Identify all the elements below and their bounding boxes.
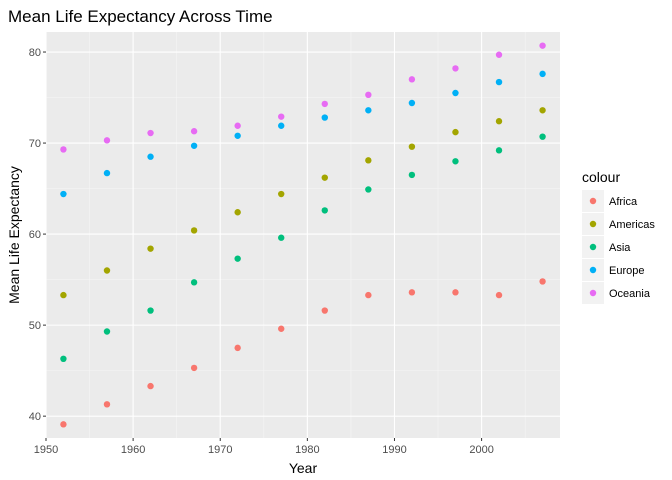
- y-axis-title: Mean Life Expectancy: [6, 166, 22, 304]
- point-americas: [103, 267, 111, 274]
- point-americas: [278, 190, 285, 198]
- point-europe: [408, 99, 416, 107]
- point-europe: [234, 132, 241, 139]
- point-americas: [539, 107, 546, 114]
- point-europe: [60, 190, 67, 198]
- point-africa: [234, 344, 241, 352]
- legend-label-asia: Asia: [609, 242, 631, 254]
- axis-layer: 1950 1960 1970 1980 1990 2000 40 50 60 70 80: [29, 47, 494, 456]
- point-asia: [452, 158, 459, 165]
- point-asia: [495, 147, 503, 154]
- legend-label-africa: Africa: [609, 196, 638, 208]
- legend-swatch-oceania: [589, 289, 597, 297]
- points-layer: [60, 42, 546, 428]
- point-oceania: [321, 100, 328, 108]
- point-africa: [452, 289, 459, 296]
- point-oceania: [103, 137, 111, 144]
- legend-title: colour: [582, 169, 620, 185]
- point-africa: [539, 278, 546, 285]
- x-tick-label: 2000: [469, 444, 493, 456]
- point-africa: [190, 364, 198, 372]
- point-americas: [147, 245, 154, 252]
- point-oceania: [278, 113, 285, 120]
- point-africa: [278, 325, 285, 332]
- point-oceania: [452, 65, 459, 72]
- point-asia: [278, 234, 285, 241]
- point-americas: [190, 227, 198, 234]
- point-oceania: [365, 91, 372, 99]
- point-europe: [495, 78, 503, 86]
- y-tick-label: 40: [29, 411, 41, 423]
- legend-label-oceania: Oceania: [609, 288, 651, 300]
- point-asia: [147, 307, 154, 314]
- point-americas: [365, 157, 372, 164]
- legend-label-europe: Europe: [609, 265, 644, 277]
- point-asia: [321, 207, 328, 214]
- point-africa: [365, 291, 372, 299]
- point-americas: [495, 118, 503, 125]
- point-oceania: [190, 128, 198, 135]
- x-tick-label: 1990: [382, 444, 406, 456]
- y-tick-label: 60: [29, 229, 41, 241]
- point-oceania: [408, 76, 416, 83]
- point-africa: [147, 382, 154, 390]
- point-asia: [190, 279, 198, 286]
- point-europe: [321, 114, 328, 121]
- point-asia: [103, 328, 111, 335]
- legend-swatch-americas: [589, 220, 597, 228]
- point-americas: [452, 128, 459, 136]
- y-tick-label: 70: [29, 138, 41, 150]
- point-africa: [60, 421, 67, 428]
- point-africa: [495, 291, 503, 299]
- point-oceania: [234, 122, 241, 129]
- point-europe: [452, 89, 459, 97]
- point-europe: [278, 122, 285, 129]
- legend-swatch-africa: [589, 197, 597, 205]
- point-americas: [234, 209, 241, 216]
- point-asia: [539, 133, 546, 140]
- x-tick-label: 1950: [34, 444, 58, 456]
- point-europe: [190, 142, 198, 149]
- point-europe: [147, 153, 154, 160]
- legend-swatch-asia: [589, 243, 597, 251]
- point-oceania: [495, 51, 503, 58]
- point-americas: [321, 174, 328, 181]
- point-oceania: [60, 146, 67, 153]
- y-tick-label: 80: [29, 47, 41, 59]
- x-axis-title: Year: [289, 460, 318, 476]
- point-africa: [103, 401, 111, 408]
- x-tick-label: 1970: [208, 444, 232, 456]
- chart-title: Mean Life Expectancy Across Time: [8, 7, 273, 26]
- point-europe: [365, 107, 372, 114]
- x-tick-label: 1980: [295, 444, 319, 456]
- point-asia: [408, 171, 416, 179]
- point-asia: [60, 355, 67, 363]
- point-oceania: [539, 42, 546, 49]
- y-tick-label: 50: [29, 320, 41, 332]
- legend: colour Africa Americas Asia Europe Oceania: [582, 169, 655, 304]
- legend-label-americas: Americas: [609, 219, 655, 231]
- point-oceania: [147, 129, 154, 137]
- legend-swatch-europe: [589, 266, 597, 274]
- point-europe: [103, 169, 111, 177]
- point-asia: [365, 186, 372, 193]
- point-asia: [234, 255, 241, 262]
- grid-layer: [45, 32, 560, 438]
- point-americas: [60, 291, 67, 299]
- point-africa: [321, 307, 328, 314]
- point-africa: [408, 289, 416, 296]
- x-tick-label: 1960: [121, 444, 145, 456]
- point-americas: [408, 143, 416, 150]
- point-europe: [539, 70, 546, 78]
- plot-panel: [46, 32, 560, 438]
